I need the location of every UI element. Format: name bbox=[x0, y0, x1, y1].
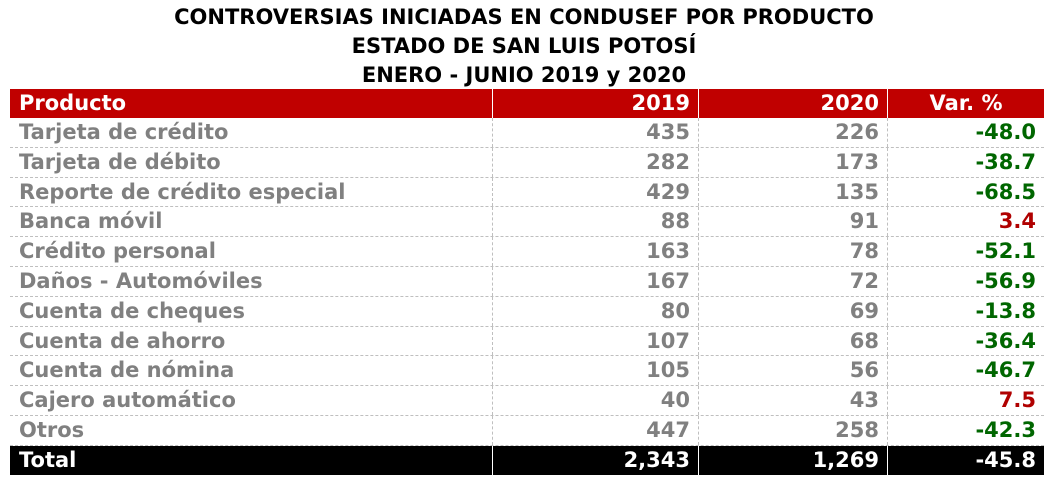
value-2019-cell: 40 bbox=[492, 386, 698, 415]
table-row: Tarjeta de crédito 435 226 -48.0 bbox=[10, 118, 1044, 148]
variation-cell: 7.5 bbox=[887, 386, 1044, 415]
table-row: Daños - Automóviles 167 72 -56.9 bbox=[10, 266, 1044, 297]
value-2019-cell: 429 bbox=[492, 177, 698, 207]
table-row: Crédito personal 163 78 -52.1 bbox=[10, 237, 1044, 267]
value-2019-cell: 447 bbox=[492, 415, 698, 445]
product-cell: Cajero automático bbox=[19, 388, 236, 413]
report-subtitle-state: ESTADO DE SAN LUIS POTOSÍ bbox=[351, 34, 697, 58]
table-row: Reporte de crédito especial 429 135 -68.… bbox=[10, 177, 1044, 208]
variation-cell: -48.0 bbox=[887, 118, 1044, 147]
value-2020-cell: 72 bbox=[698, 266, 887, 296]
variation-cell: -52.1 bbox=[887, 237, 1044, 266]
variation-cell: -36.4 bbox=[887, 326, 1044, 356]
value-2019-cell: 105 bbox=[492, 356, 698, 386]
table-header-row: Producto 2019 2020 Var. % bbox=[10, 89, 1044, 118]
value-2019-cell: 282 bbox=[492, 147, 698, 177]
value-2020-cell: 258 bbox=[698, 415, 887, 445]
table-row: Cuenta de ahorro 107 68 -36.4 bbox=[10, 326, 1044, 357]
value-2020-cell: 69 bbox=[698, 296, 887, 326]
table-row: Otros 447 258 -42.3 bbox=[10, 415, 1044, 446]
value-2020-cell: 135 bbox=[698, 177, 887, 207]
variation-cell: -56.9 bbox=[887, 266, 1044, 296]
controversies-table: Producto 2019 2020 Var. % Tarjeta de cré… bbox=[10, 89, 1044, 475]
value-2019-cell: 167 bbox=[492, 266, 698, 296]
header-2019: 2019 bbox=[492, 89, 698, 118]
value-2020-cell: 68 bbox=[698, 326, 887, 356]
total-variation: -45.8 bbox=[887, 445, 1044, 475]
report-subtitle-period: ENERO - JUNIO 2019 y 2020 bbox=[361, 63, 687, 87]
total-2020: 1,269 bbox=[698, 445, 887, 475]
total-label: Total bbox=[19, 447, 77, 472]
table-row: Cuenta de cheques 80 69 -13.8 bbox=[10, 296, 1044, 327]
variation-cell: -42.3 bbox=[887, 415, 1044, 445]
table-row: Tarjeta de débito 282 173 -38.7 bbox=[10, 147, 1044, 178]
header-2020: 2020 bbox=[698, 89, 887, 118]
value-2020-cell: 226 bbox=[698, 118, 887, 147]
table-row: Banca móvil 88 91 3.4 bbox=[10, 207, 1044, 238]
value-2019-cell: 88 bbox=[492, 207, 698, 237]
product-cell: Cuenta de nómina bbox=[19, 358, 235, 383]
total-2019: 2,343 bbox=[492, 445, 698, 475]
value-2020-cell: 91 bbox=[698, 207, 887, 237]
value-2020-cell: 173 bbox=[698, 147, 887, 177]
product-cell: Tarjeta de crédito bbox=[19, 120, 229, 144]
value-2019-cell: 163 bbox=[492, 237, 698, 266]
value-2020-cell: 43 bbox=[698, 386, 887, 415]
product-cell: Otros bbox=[19, 417, 85, 442]
variation-cell: -68.5 bbox=[887, 177, 1044, 207]
variation-cell: -13.8 bbox=[887, 296, 1044, 326]
product-cell: Banca móvil bbox=[19, 209, 163, 234]
product-cell: Daños - Automóviles bbox=[19, 268, 263, 293]
value-2020-cell: 78 bbox=[698, 237, 887, 266]
product-cell: Crédito personal bbox=[19, 239, 216, 264]
header-variation: Var. % bbox=[887, 89, 1044, 118]
value-2019-cell: 107 bbox=[492, 326, 698, 356]
value-2020-cell: 56 bbox=[698, 356, 887, 386]
table-row: Cuenta de nómina 105 56 -46.7 bbox=[10, 356, 1044, 387]
variation-cell: 3.4 bbox=[887, 207, 1044, 237]
product-cell: Cuenta de cheques bbox=[19, 298, 246, 323]
header-product: Producto bbox=[19, 91, 127, 115]
report-title: CONTROVERSIAS INICIADAS EN CONDUSEF POR … bbox=[174, 5, 874, 29]
table-total-row: Total 2,343 1,269 -45.8 bbox=[10, 445, 1044, 475]
variation-cell: -38.7 bbox=[887, 147, 1044, 177]
value-2019-cell: 80 bbox=[492, 296, 698, 326]
product-cell: Cuenta de ahorro bbox=[19, 328, 226, 353]
table-row: Cajero automático 40 43 7.5 bbox=[10, 386, 1044, 416]
product-cell: Tarjeta de débito bbox=[19, 149, 221, 174]
value-2019-cell: 435 bbox=[492, 118, 698, 147]
product-cell: Reporte de crédito especial bbox=[19, 179, 346, 204]
variation-cell: -46.7 bbox=[887, 356, 1044, 386]
